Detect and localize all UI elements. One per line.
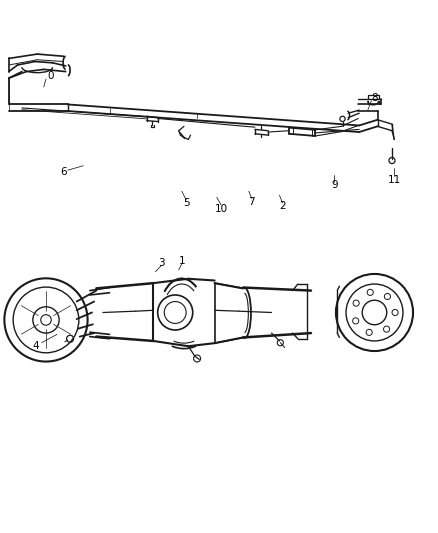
Text: 1: 1 — [178, 256, 185, 266]
Text: 10: 10 — [215, 204, 228, 214]
Text: 5: 5 — [183, 198, 190, 208]
Text: 11: 11 — [388, 175, 401, 185]
Text: 2: 2 — [279, 201, 286, 211]
Text: 0: 0 — [47, 71, 53, 81]
Text: 3: 3 — [158, 258, 165, 268]
Circle shape — [353, 300, 359, 306]
Circle shape — [392, 310, 398, 316]
Text: 7: 7 — [248, 197, 255, 207]
Text: 4: 4 — [32, 341, 39, 351]
Circle shape — [367, 289, 373, 295]
Circle shape — [384, 326, 390, 332]
Text: 9: 9 — [331, 181, 338, 190]
Circle shape — [353, 318, 359, 324]
Circle shape — [385, 294, 391, 300]
Text: 8: 8 — [371, 93, 378, 103]
Circle shape — [366, 329, 372, 335]
Text: 6: 6 — [60, 167, 67, 177]
